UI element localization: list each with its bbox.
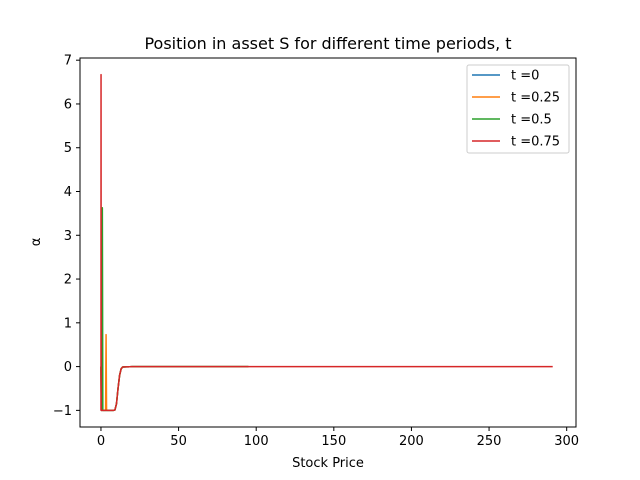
legend-label-3: t =0.75 <box>511 135 560 150</box>
x-tick-label: 150 <box>321 434 346 449</box>
x-axis-label: Stock Price <box>292 456 364 471</box>
y-tick-label: −1 <box>53 404 72 419</box>
chart-title: Position in asset S for different time p… <box>144 34 511 53</box>
y-tick-label: 2 <box>64 273 72 288</box>
x-tick-label: 100 <box>244 434 269 449</box>
y-tick-label: 1 <box>64 316 72 331</box>
y-tick-label: 0 <box>64 360 72 375</box>
series-line-3 <box>100 73 553 412</box>
series-layer <box>100 73 553 412</box>
legend-label-2: t =0.5 <box>511 113 552 128</box>
x-tick-label: 200 <box>399 434 424 449</box>
legend-box <box>466 64 570 154</box>
y-tick-label: 6 <box>64 97 72 112</box>
y-axis: −1 0 1 2 3 4 5 6 7 <box>53 54 80 419</box>
x-tick-label: 50 <box>170 434 187 449</box>
x-axis: 0 50 100 150 200 250 300 <box>97 427 579 449</box>
y-tick-label: 5 <box>64 141 72 156</box>
y-axis-label: α <box>29 238 44 247</box>
y-tick-label: 7 <box>64 54 72 69</box>
legend-label-1: t =0.25 <box>511 91 560 106</box>
x-tick-label: 250 <box>477 434 502 449</box>
y-tick-label: 3 <box>64 229 72 244</box>
y-tick-label: 4 <box>64 185 72 200</box>
legend-label-0: t =0 <box>511 69 539 84</box>
legend: t =0 t =0.25 t =0.5 t =0.75 <box>466 64 570 154</box>
x-tick-label: 0 <box>97 434 105 449</box>
plot-frame <box>79 57 577 428</box>
x-tick-label: 300 <box>554 434 579 449</box>
